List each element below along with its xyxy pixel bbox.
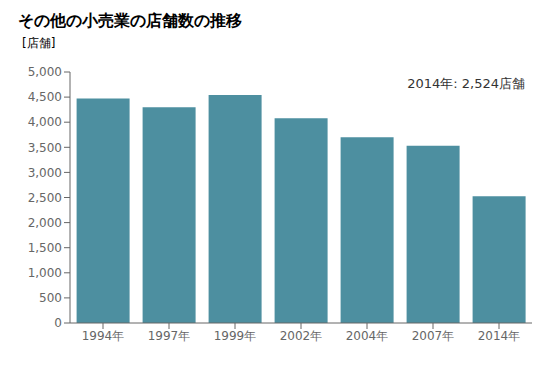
svg-text:1,000: 1,000	[28, 266, 62, 280]
svg-text:500: 500	[39, 291, 62, 305]
svg-text:2,500: 2,500	[28, 191, 62, 205]
svg-text:1994年: 1994年	[82, 329, 125, 343]
svg-text:2,000: 2,000	[28, 216, 62, 230]
svg-text:0: 0	[54, 316, 62, 330]
svg-text:3,000: 3,000	[28, 166, 62, 180]
svg-text:2004年: 2004年	[346, 329, 389, 343]
svg-text:4,500: 4,500	[28, 90, 62, 104]
svg-text:2014年: 2014年	[478, 329, 521, 343]
svg-text:1999年: 1999年	[214, 329, 257, 343]
svg-text:4,000: 4,000	[28, 115, 62, 129]
svg-text:5,000: 5,000	[28, 65, 62, 79]
svg-text:1,500: 1,500	[28, 241, 62, 255]
svg-text:1997年: 1997年	[148, 329, 191, 343]
html-text:[店舗]: [店舗]	[22, 36, 56, 50]
svg-text:2007年: 2007年	[412, 329, 455, 343]
svg-text:3,500: 3,500	[28, 141, 62, 155]
html-text:2014年: 2,524店舗: 2014年: 2,524店舗	[407, 76, 525, 91]
html-text:その他の小売業の店舗数の推移: その他の小売業の店舗数の推移	[18, 11, 242, 30]
svg-text:2002年: 2002年	[280, 329, 323, 343]
